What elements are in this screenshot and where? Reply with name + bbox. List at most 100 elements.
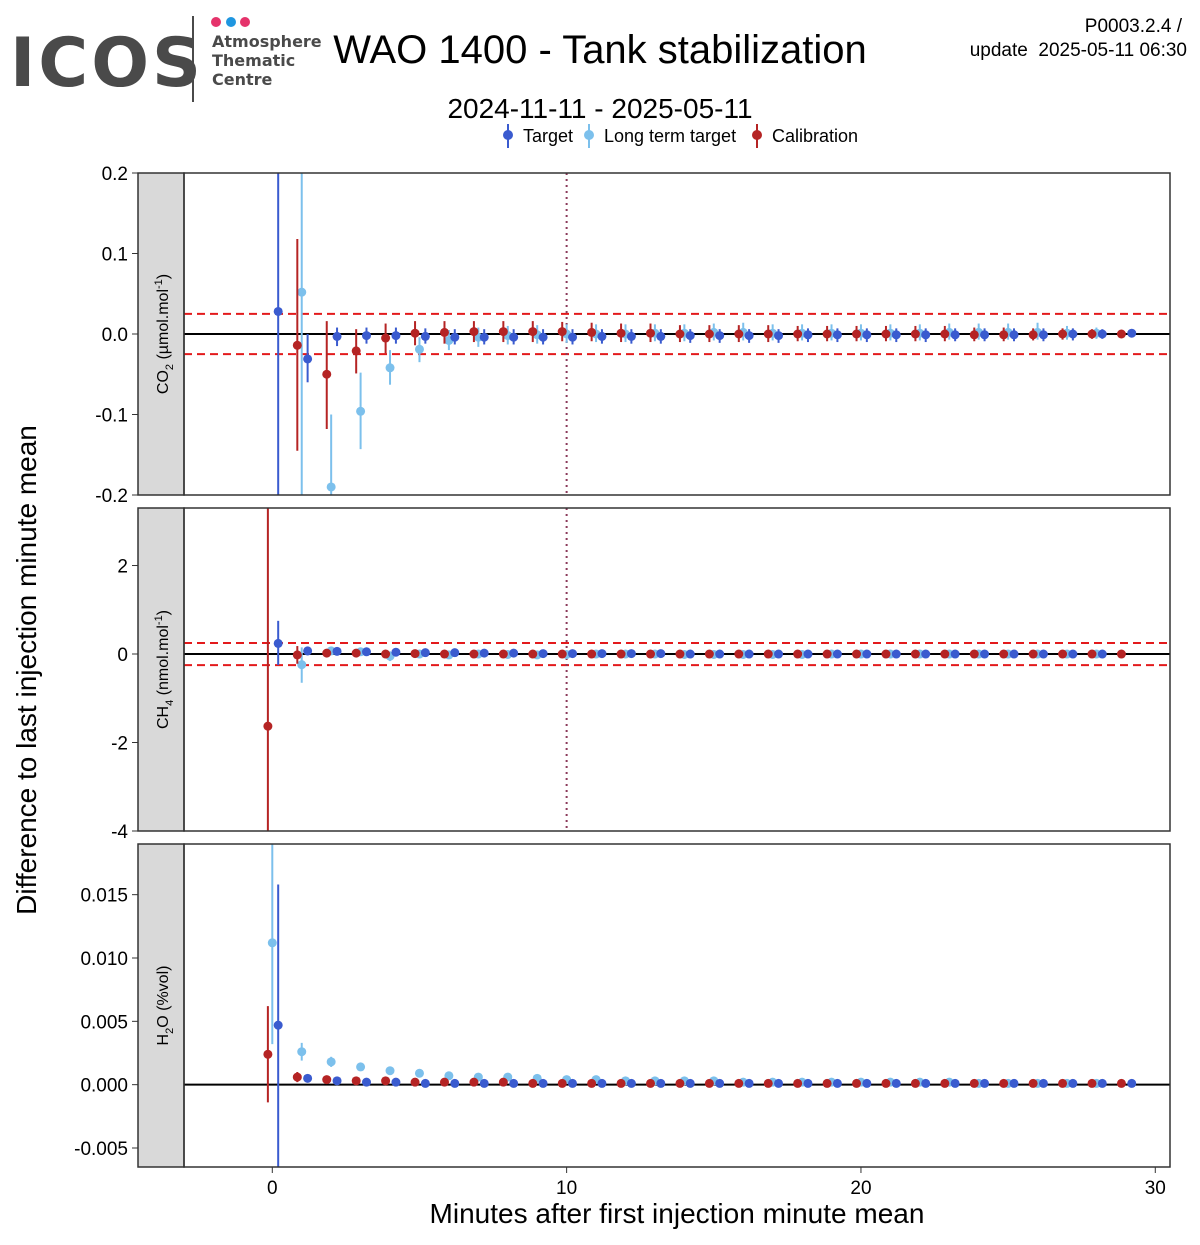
point-h2o-calibration-10	[557, 1078, 567, 1088]
panel-plot-area-ch4	[184, 508, 1170, 831]
y-tick-label-ch4-3: 2	[117, 557, 128, 578]
point-h2o-target-8	[509, 1078, 519, 1088]
point-ch4-calibration-23	[940, 649, 950, 659]
point-h2o-target-27	[1068, 1078, 1078, 1088]
strip-label-part-ch4-0: CH	[155, 706, 172, 729]
point-ch4-calibration-27	[1058, 649, 1068, 659]
point-h2o-target-23	[950, 1078, 960, 1088]
point-co2-calibration-25	[1028, 330, 1038, 340]
y-tick-label-h2o-2: 0.005	[80, 1012, 128, 1033]
point-co2-target-10	[568, 332, 578, 342]
point-co2-calibration-27	[1087, 329, 1097, 339]
x-tick-label-2: 20	[850, 1178, 871, 1199]
point-ch4-target-13	[656, 649, 666, 659]
point-co2-long_term_target-4	[414, 344, 424, 354]
point-co2-calibration-20	[881, 329, 891, 339]
point-h2o-calibration-14	[675, 1078, 685, 1088]
point-h2o-target-4	[391, 1077, 401, 1087]
point-ch4-target-10	[568, 649, 578, 659]
point-co2-target-14	[685, 331, 695, 341]
point-ch4-calibration-13	[646, 649, 656, 659]
point-ch4-calibration-22	[910, 649, 920, 659]
point-ch4-target-14	[685, 649, 695, 659]
point-ch4-target-22	[921, 649, 931, 659]
point-ch4-target-8	[509, 648, 519, 658]
y-tick-label-ch4-2: 0	[117, 645, 128, 666]
point-h2o-target-25	[1009, 1078, 1019, 1088]
strip-label-h2o: H2O (%vol)	[155, 966, 176, 1046]
strip-label-ch4: CH4 (nmol.mol-1)	[153, 610, 176, 729]
point-h2o-target-22	[921, 1078, 931, 1088]
logo-dot-pink	[211, 17, 221, 27]
panel-plot-area-co2	[184, 173, 1170, 495]
point-ch4-calibration-11	[587, 649, 597, 659]
point-co2-target-20	[862, 330, 872, 340]
point-co2-calibration-5	[439, 327, 449, 337]
point-ch4-target-2	[332, 646, 342, 656]
point-co2-calibration-1	[322, 369, 332, 379]
point-h2o-calibration-15	[704, 1078, 714, 1088]
point-ch4-target-15	[715, 649, 725, 659]
point-h2o-calibration-29	[1116, 1078, 1126, 1088]
legend-key-dot-target	[503, 130, 513, 140]
legend-label-calibration: Calibration	[772, 126, 858, 146]
point-co2-calibration-8	[528, 327, 538, 337]
point-co2-calibration-12	[646, 328, 656, 338]
point-co2-calibration-0	[292, 340, 302, 350]
y-tick-label-co2-4: 0.2	[102, 164, 128, 185]
point-co2-long_term_target-3	[385, 363, 395, 373]
point-ch4-calibration-9	[528, 649, 538, 659]
chart-title: WAO 1400 - Tank stabilization	[333, 28, 867, 72]
point-h2o-calibration-28	[1087, 1078, 1097, 1088]
point-ch4-calibration-26	[1028, 649, 1038, 659]
point-h2o-target-11	[597, 1078, 607, 1088]
point-h2o-calibration-5	[410, 1077, 420, 1087]
point-co2-target-1	[303, 354, 313, 364]
panel-background-h2o	[184, 844, 1170, 1167]
strip-label-part-co2-4: )	[155, 274, 172, 279]
point-co2-long_term_target-2	[356, 406, 366, 416]
point-co2-calibration-13	[675, 329, 685, 339]
point-ch4-calibration-10	[557, 649, 567, 659]
point-co2-target-3	[361, 331, 371, 341]
strip-label-part-ch4-2: (nmol.mol	[155, 625, 172, 700]
point-co2-target-24	[980, 330, 990, 340]
point-co2-calibration-4	[410, 328, 420, 338]
point-co2-target-15	[715, 331, 725, 341]
point-h2o-target-12	[626, 1078, 636, 1088]
point-ch4-target-11	[597, 649, 607, 659]
point-co2-target-5	[420, 331, 430, 341]
point-h2o-long_term_target-2	[326, 1057, 336, 1067]
logo-word: ICOS	[10, 24, 204, 103]
panel-plot-area-h2o	[184, 844, 1170, 1167]
point-ch4-long_term_target-0	[297, 660, 307, 670]
logo-line2: Thematic	[212, 51, 295, 70]
point-h2o-calibration-9	[528, 1078, 538, 1088]
point-co2-calibration-28	[1116, 329, 1126, 339]
point-h2o-target-9	[538, 1078, 548, 1088]
point-h2o-target-5	[420, 1078, 430, 1088]
point-h2o-calibration-3	[351, 1076, 361, 1086]
point-co2-target-25	[1009, 330, 1019, 340]
y-tick-label-ch4-1: -2	[111, 734, 128, 755]
point-co2-calibration-2	[351, 346, 361, 356]
point-ch4-calibration-12	[616, 649, 626, 659]
point-ch4-target-19	[832, 649, 842, 659]
point-ch4-target-6	[450, 648, 460, 658]
point-h2o-long_term_target-0	[267, 938, 277, 948]
point-h2o-target-16	[744, 1078, 754, 1088]
point-ch4-calibration-28	[1087, 649, 1097, 659]
strip-label-part-co2-2: (µmol.mol	[155, 289, 172, 364]
point-ch4-target-12	[626, 649, 636, 659]
strip-label-part-co2-0: CO	[155, 370, 172, 394]
strip-label-part-h2o-2: O (%vol)	[155, 966, 172, 1028]
point-h2o-calibration-6	[439, 1077, 449, 1087]
x-axis: 0 10 20 30	[267, 1167, 1166, 1199]
point-h2o-calibration-26	[1028, 1078, 1038, 1088]
point-h2o-target-18	[803, 1078, 813, 1088]
point-ch4-calibration-8	[498, 649, 508, 659]
x-tick-label-1: 10	[556, 1178, 577, 1199]
point-ch4-target-23	[950, 649, 960, 659]
point-co2-calibration-23	[969, 330, 979, 340]
x-tick-label-0: 0	[267, 1178, 278, 1199]
